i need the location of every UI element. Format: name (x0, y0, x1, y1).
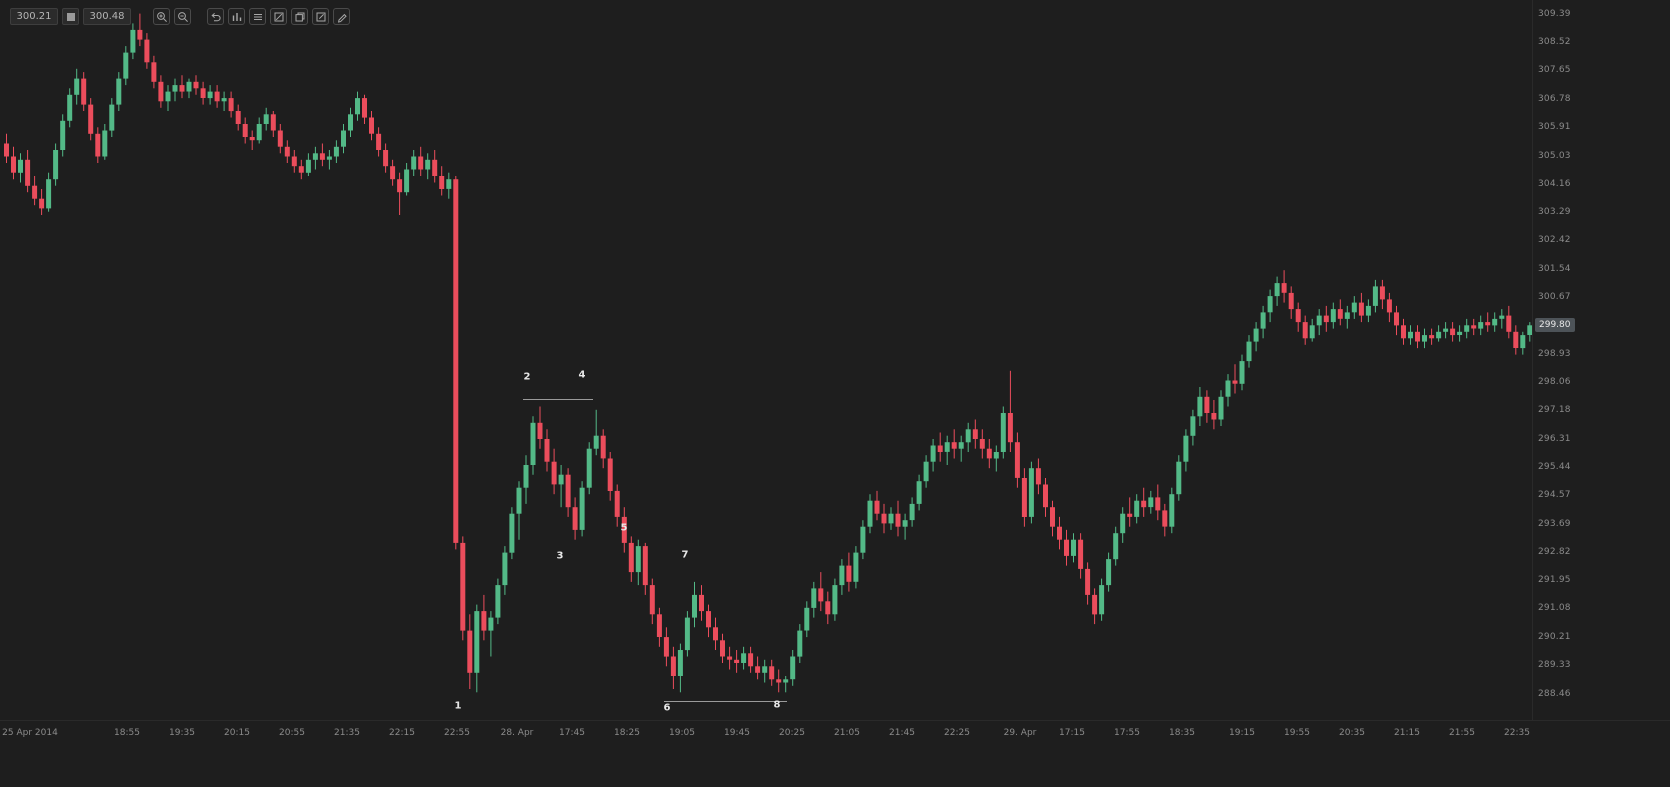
price-axis-label: 294.57 (1538, 490, 1571, 501)
price-axis-label: 301.54 (1538, 263, 1571, 274)
time-axis-label: 25 Apr 2014 (2, 728, 58, 738)
time-axis-label: 17:15 (1059, 728, 1085, 738)
annotation-label[interactable]: 6 (663, 702, 671, 714)
price-axis-label: 298.06 (1538, 376, 1571, 387)
copy-icon (295, 12, 304, 21)
horizontal-lines-icon (253, 13, 262, 20)
price-axis-label: 292.82 (1538, 546, 1571, 557)
zoom-out-icon (177, 11, 188, 22)
price-axis-label: 307.65 (1538, 65, 1571, 76)
price-axis-label: 296.31 (1538, 433, 1571, 444)
annotation-label[interactable]: 2 (523, 371, 531, 383)
price-axis-label: 298.93 (1538, 348, 1571, 359)
annotation-label[interactable]: 5 (620, 522, 628, 534)
price-axis-label: 305.03 (1538, 150, 1571, 161)
edit-box-icon (316, 12, 325, 21)
color-swatch-button[interactable] (62, 8, 79, 25)
indicators-button[interactable] (228, 8, 245, 25)
zoom-out-button[interactable] (174, 8, 191, 25)
annotation-label[interactable]: 3 (556, 550, 564, 562)
price-axis-label: 309.39 (1538, 8, 1571, 19)
time-axis-label: 17:45 (559, 728, 585, 738)
time-axis-label: 19:55 (1284, 728, 1310, 738)
copy-button[interactable] (291, 8, 308, 25)
price-axis-label: 302.42 (1538, 235, 1571, 246)
indicator-bars-icon (232, 12, 241, 21)
time-axis-label: 19:35 (169, 728, 195, 738)
time-axis-label: 17:55 (1114, 728, 1140, 738)
price-axis-label: 291.08 (1538, 603, 1571, 614)
price-axis-label: 295.44 (1538, 461, 1571, 472)
time-axis-label: 20:15 (224, 728, 250, 738)
edit-button[interactable] (312, 8, 329, 25)
time-axis-label: 21:15 (1394, 728, 1420, 738)
price-axis-label: 288.46 (1538, 688, 1571, 699)
price-axis-label: 305.91 (1538, 121, 1571, 132)
annotation-label[interactable]: 8 (773, 699, 781, 711)
time-axis-label: 22:35 (1504, 728, 1530, 738)
chart-toolbar: 300.21 300.48 (10, 8, 350, 25)
plot-area[interactable]: 300.21 300.48 (0, 0, 1532, 720)
price-axis[interactable]: 299.80 309.39 308.52 307.65 306.78 305.91 305… (1532, 0, 1670, 720)
time-axis-label: 22:55 (444, 728, 470, 738)
price-axis-label: 306.78 (1538, 93, 1571, 104)
price-display-right[interactable]: 300.48 (83, 8, 131, 25)
price-axis-label: 303.29 (1538, 207, 1571, 218)
time-axis-label: 22:15 (389, 728, 415, 738)
zoom-in-button[interactable] (153, 8, 170, 25)
trendline-box-icon (274, 12, 283, 21)
time-axis-label: 29. Apr (1003, 728, 1037, 738)
trendline-button[interactable] (270, 8, 287, 25)
candlestick-chart (4, 13, 1532, 693)
time-axis-label: 20:55 (279, 728, 305, 738)
draw-button[interactable] (333, 8, 350, 25)
toolbar-spacer (195, 16, 203, 17)
undo-button[interactable] (207, 8, 224, 25)
time-axis-label: 19:45 (724, 728, 750, 738)
time-axis-label: 18:55 (114, 728, 140, 738)
time-axis-label: 21:45 (889, 728, 915, 738)
price-axis-label: 289.33 (1538, 660, 1571, 671)
swatch-icon (66, 12, 75, 21)
price-axis-label: 304.16 (1538, 178, 1571, 189)
time-axis-label: 28. Apr (500, 728, 534, 738)
toolbar-spacer (135, 16, 149, 17)
time-axis-label: 21:35 (334, 728, 360, 738)
trend-line[interactable] (523, 399, 593, 400)
annotation-label[interactable]: 1 (454, 700, 462, 712)
time-axis-label: 22:25 (944, 728, 970, 738)
line-settings-button[interactable] (249, 8, 266, 25)
pencil-icon (337, 13, 347, 23)
price-axis-label: 308.52 (1538, 37, 1571, 48)
price-axis-label: 300.67 (1538, 292, 1571, 303)
time-axis-label: 21:05 (834, 728, 860, 738)
price-axis-label: 293.69 (1538, 518, 1571, 529)
undo-icon (210, 12, 221, 21)
time-axis-label: 18:25 (614, 728, 640, 738)
price-display-left[interactable]: 300.21 (10, 8, 58, 25)
price-axis-label: 297.18 (1538, 405, 1571, 416)
annotation-label[interactable]: 4 (578, 369, 586, 381)
trend-line[interactable] (664, 701, 787, 702)
time-axis-label: 18:35 (1169, 728, 1195, 738)
time-axis-label: 20:35 (1339, 728, 1365, 738)
price-axis-label: 291.95 (1538, 575, 1571, 586)
time-axis-label: 21:55 (1449, 728, 1475, 738)
time-axis[interactable]: 25 Apr 2014 18:55 19:35 20:15 20:55 21:35 22:1… (0, 720, 1670, 787)
time-axis-label: 19:05 (669, 728, 695, 738)
time-axis-label: 20:25 (779, 728, 805, 738)
current-price-tag: 299.80 (1535, 318, 1575, 333)
annotation-label[interactable]: 7 (681, 549, 689, 561)
zoom-in-icon (156, 11, 167, 22)
time-axis-label: 19:15 (1229, 728, 1255, 738)
price-axis-label: 290.21 (1538, 631, 1571, 642)
